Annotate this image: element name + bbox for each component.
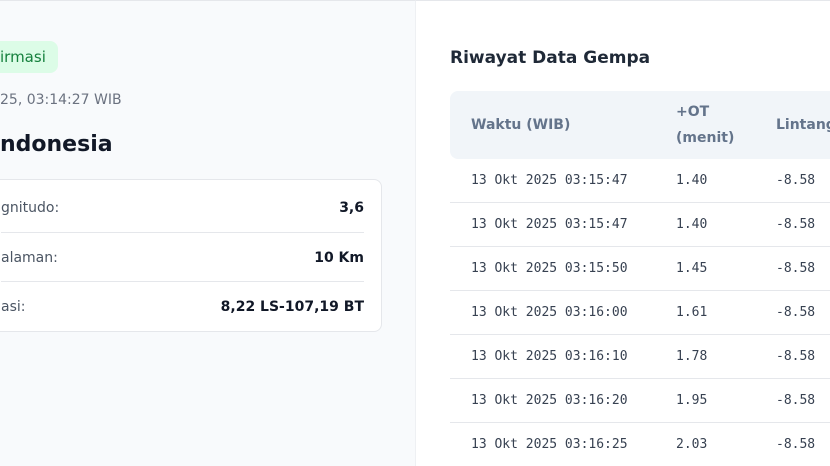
table-cell: 1.40 (676, 173, 708, 188)
table-cell: -8.58 (776, 393, 816, 408)
region: ndonesia (0, 132, 113, 157)
table-cell: 1.78 (676, 349, 708, 364)
detail-label: asi: (1, 298, 26, 315)
history-title: Riwayat Data Gempa (450, 48, 651, 68)
table-row: 13 Okt 2025 03:15:47 1.40 -8.58 (450, 159, 830, 203)
detail-row: asi: 8,22 LS-107,19 BT (1, 281, 364, 331)
table-row: 13 Okt 2025 03:16:10 1.78 -8.58 (450, 335, 830, 379)
detail-row: gnitudo: 3,6 (1, 183, 364, 232)
table-row: 13 Okt 2025 03:16:00 1.61 -8.58 (450, 291, 830, 335)
column-header: +OT (menit) (676, 104, 735, 146)
table-cell: 1.40 (676, 217, 708, 232)
table-row: 13 Okt 2025 03:16:25 2.03 -8.58 (450, 423, 830, 466)
table-cell: 1.61 (676, 305, 708, 320)
detail-value: 8,22 LS-107,19 BT (220, 298, 364, 315)
table-cell: 13 Okt 2025 03:16:10 (471, 349, 628, 364)
table-cell: 13 Okt 2025 03:16:00 (471, 305, 628, 320)
table-cell: -8.58 (776, 173, 816, 188)
table-cell: -8.58 (776, 261, 816, 276)
table-body: 13 Okt 2025 03:15:47 1.40 -8.58 13 Okt 2025… (450, 159, 830, 466)
table-cell: -8.58 (776, 437, 816, 452)
detail-label: alaman: (1, 249, 58, 266)
table-header: Waktu (WIB) +OT (menit) Lintang (450, 91, 830, 159)
detail-row: alaman: 10 Km (1, 232, 364, 282)
column-header: Lintang (776, 117, 830, 133)
table-row: 13 Okt 2025 03:16:20 1.95 -8.58 (450, 379, 830, 423)
table-cell: 13 Okt 2025 03:16:25 (471, 437, 628, 452)
history-panel: Riwayat Data Gempa Waktu (WIB) +OT (menit… (416, 0, 830, 466)
table-cell: 13 Okt 2025 03:15:47 (471, 217, 628, 232)
detail-card: gnitudo: 3,6 alaman: 10 Km asi: 8,22 LS-107,1… (0, 179, 382, 332)
table-cell: 1.95 (676, 393, 708, 408)
column-header: Waktu (WIB) (471, 117, 571, 133)
table-cell: 13 Okt 2025 03:16:20 (471, 393, 628, 408)
table-row: 13 Okt 2025 03:15:50 1.45 -8.58 (450, 247, 830, 291)
table-cell: 2.03 (676, 437, 708, 452)
table-cell: -8.58 (776, 349, 816, 364)
table-cell: 1.45 (676, 261, 708, 276)
table-row: 13 Okt 2025 03:15:47 1.40 -8.58 (450, 203, 830, 247)
detail-value: 3,6 (339, 199, 364, 216)
summary-panel: irmasi 25, 03:14:27 WIB ndonesia gnitudo… (0, 0, 416, 332)
status-badge: irmasi (0, 41, 58, 73)
table-cell: 13 Okt 2025 03:15:50 (471, 261, 628, 276)
table-cell: -8.58 (776, 305, 816, 320)
detail-value: 10 Km (314, 249, 364, 266)
table-cell: 13 Okt 2025 03:15:47 (471, 173, 628, 188)
detail-label: gnitudo: (1, 199, 60, 216)
table-cell: -8.58 (776, 217, 816, 232)
datetime: 25, 03:14:27 WIB (0, 92, 122, 108)
